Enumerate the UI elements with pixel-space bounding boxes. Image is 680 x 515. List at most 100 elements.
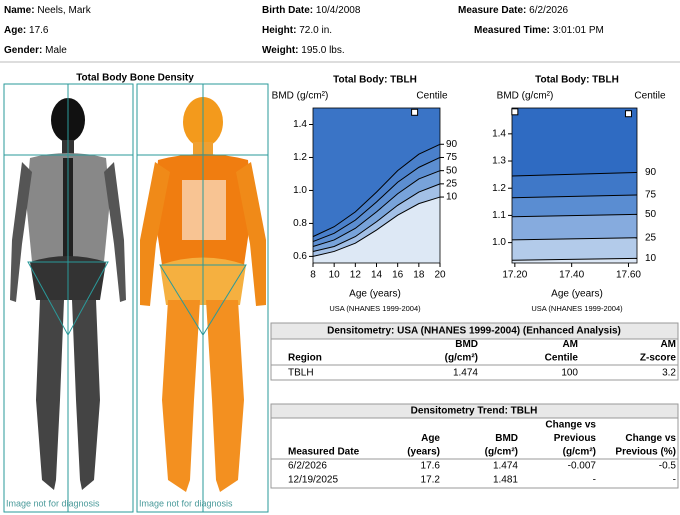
table-frame (270, 322, 679, 381)
centile-name: 90 (446, 139, 458, 150)
image-caption: Image not for diagnosis (139, 498, 233, 508)
x-tick-label: 12 (350, 270, 362, 281)
table-cell: 6/2/2026 (288, 461, 327, 472)
field-label: Measured Time: (474, 25, 550, 36)
y-axis-label: BMD (g/cm²) (272, 91, 329, 102)
centile-line (312, 170, 441, 247)
centile-name: 50 (446, 165, 458, 176)
x-tick-label: 17.40 (559, 270, 584, 281)
table-title: Densitometry Trend: TBLH (411, 406, 538, 417)
y-tick-label: 0.8 (293, 218, 307, 229)
column-header: AM (562, 339, 578, 350)
header-field: Measure Date: 6/2/2026 (458, 5, 569, 16)
x-tick-label: 10 (329, 270, 341, 281)
x-tick-label: 18 (413, 270, 425, 281)
centile-band (512, 237, 637, 263)
field-value: Neels, Mark (37, 5, 91, 16)
centile-name: 75 (645, 190, 657, 201)
table-cell: 12/19/2025 (288, 475, 338, 486)
column-header: (g/cm²) (445, 353, 478, 364)
table-cell: 1.474 (493, 461, 518, 472)
y-tick-label: 1.3 (492, 156, 506, 167)
header-field: Birth Date: 10/4/2008 (262, 5, 361, 16)
column-header: BMD (455, 339, 478, 350)
y-axis-label: BMD (g/cm²) (497, 91, 554, 102)
column-header: Change vs (625, 433, 676, 444)
y-tick-label: 1.1 (492, 210, 506, 221)
color-image: Image not for diagnosis (136, 83, 269, 513)
column-header: Change vs (545, 420, 596, 431)
chart-title: Total Body: TBLH (333, 75, 417, 86)
table-cell: 17.2 (421, 475, 441, 486)
field-label: Gender: (4, 45, 42, 56)
column-header: (years) (407, 447, 440, 458)
centile-label: Centile (416, 91, 448, 102)
field-label: Weight: (262, 45, 298, 56)
field-label: Age: (4, 25, 26, 36)
x-tick-label: 14 (371, 270, 383, 281)
centile-name: 90 (645, 167, 657, 178)
centile-name: 25 (446, 178, 458, 189)
column-header: (g/cm²) (485, 447, 518, 458)
y-tick-label: 1.2 (492, 183, 506, 194)
image-title: Total Body Bone Density (76, 73, 194, 84)
header-field: Height: 72.0 in. (262, 25, 332, 36)
column-header: AM (660, 339, 676, 350)
x-tick-label: 17.60 (616, 270, 641, 281)
y-tick-label: 1.2 (293, 152, 307, 163)
table-cell: - (673, 475, 676, 486)
y-tick-label: 1.4 (293, 119, 307, 130)
source-note: USA (NHANES 1999-2004) (531, 304, 623, 313)
image-caption: Image not for diagnosis (6, 498, 100, 508)
y-tick-label: 0.6 (293, 251, 307, 262)
column-header: Region (288, 353, 322, 364)
header-field: Age: 17.6 (4, 25, 49, 36)
y-tick-label: 1.0 (492, 237, 506, 248)
table-cell: 1.474 (453, 368, 478, 379)
column-header: Age (421, 433, 440, 444)
field-value: 72.0 in. (299, 25, 332, 36)
table-cell: 100 (561, 368, 578, 379)
centile-line (312, 196, 441, 257)
column-header: Z-score (640, 353, 677, 364)
x-tick-label: 20 (434, 270, 446, 281)
table-title: Densitometry: USA (NHANES 1999-2004) (En… (327, 326, 621, 337)
field-value: 17.6 (29, 25, 49, 36)
header-field: Gender: Male (4, 45, 67, 56)
centile-line (312, 183, 441, 252)
patient-point (511, 108, 519, 116)
x-tick-label: 17.20 (502, 270, 527, 281)
patient-point (624, 110, 632, 118)
x-tick-label: 16 (392, 270, 404, 281)
table-cell: 3.2 (662, 368, 676, 379)
field-label: Height: (262, 25, 296, 36)
table-cell: - (593, 475, 596, 486)
column-header: (g/cm²) (563, 447, 596, 458)
column-header: Previous (%) (615, 447, 676, 458)
table-cell: -0.5 (659, 461, 677, 472)
table-cell: 17.6 (421, 461, 441, 472)
field-value: 6/2/2026 (529, 5, 568, 16)
field-value: Male (45, 45, 67, 56)
centile-line (511, 213, 638, 218)
centile-line (312, 143, 441, 238)
bone-image: Image not for diagnosis (3, 83, 134, 513)
field-label: Name: (4, 5, 35, 16)
header-field: Name: Neels, Mark (4, 5, 92, 16)
centile-name: 50 (645, 209, 657, 220)
patient-point (411, 108, 419, 116)
field-value: 3:01:01 PM (553, 25, 604, 36)
centile-label: Centile (634, 91, 666, 102)
column-header: Previous (554, 433, 597, 444)
centile-line (511, 194, 638, 199)
table-cell: 1.481 (493, 475, 518, 486)
field-label: Measure Date: (458, 5, 526, 16)
table-title-bar (271, 404, 678, 418)
centile-band (512, 258, 637, 263)
chart-title: Total Body: TBLH (535, 75, 619, 86)
centile-line (312, 157, 441, 243)
column-header: Measured Date (288, 447, 360, 458)
x-tick-label: 8 (310, 270, 316, 281)
centile-name: 25 (645, 232, 657, 243)
